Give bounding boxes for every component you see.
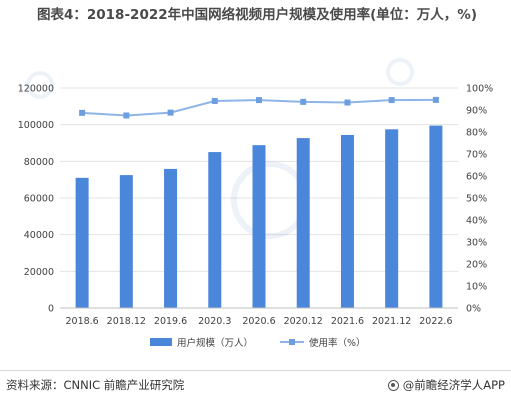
y-axis-right: 0% 10% 20% 30% 40% 50% 60% 70% 80% 90% 100%: [466, 84, 493, 315]
y-right-tick-label: 70%: [466, 150, 487, 161]
brand: @前瞻经济学人APP: [387, 377, 505, 393]
brand-text: @前瞻经济学人APP: [402, 378, 505, 392]
watermark-logo-icon: [26, 71, 54, 99]
y-left-tick-label: 60000: [24, 194, 54, 205]
x-tick-label: 2019.6: [154, 316, 187, 327]
y-right-tick-label: 80%: [466, 128, 487, 139]
source-text: 资料来源：CNNIC 前瞻产业研究院: [6, 378, 185, 392]
brand-logo-icon: [387, 379, 399, 391]
y-axis-left: 0 20000 40000 60000 80000 100000 120000: [18, 84, 54, 315]
line-point: [167, 109, 174, 116]
y-right-tick-label: 40%: [466, 216, 487, 227]
divider: [0, 370, 511, 371]
watermark-logo-icon: [386, 58, 414, 86]
bar: [429, 125, 443, 308]
y-right-tick-label: 10%: [466, 282, 487, 293]
x-tick-label: 2020.3: [198, 316, 231, 327]
y-left-tick-label: 80000: [24, 157, 54, 168]
legend-line-marker: [289, 339, 295, 345]
y-right-tick-label: 30%: [466, 238, 487, 249]
legend-bar-swatch: [150, 338, 172, 346]
line-point: [432, 96, 439, 103]
bar: [385, 129, 399, 308]
x-tick-label: 2021.12: [372, 316, 411, 327]
line-point: [388, 97, 395, 104]
line-point: [79, 109, 86, 116]
line-point: [344, 99, 351, 106]
y-left-tick-label: 0: [48, 304, 54, 315]
y-right-tick-label: 20%: [466, 260, 487, 271]
watermark-logo-icon: [231, 161, 309, 239]
bar: [75, 177, 89, 308]
line-point: [211, 97, 218, 104]
x-axis: 2018.6 2018.12 2019.6 2020.3 2020.6 2020.12 20…: [60, 307, 458, 327]
bar: [340, 134, 354, 308]
y-left-tick-label: 20000: [24, 267, 54, 278]
line-point: [300, 98, 307, 105]
bar: [164, 168, 178, 308]
line-point: [256, 97, 262, 104]
x-tick-label: 2020.6: [242, 316, 275, 327]
line-point: [123, 112, 130, 119]
x-tick-label: 2018.12: [107, 316, 146, 327]
legend: 用户规模（万人） 使用率（%）: [150, 337, 366, 349]
legend-line-label: 使用率（%）: [309, 337, 366, 349]
y-right-tick-label: 90%: [466, 106, 487, 117]
bar: [119, 175, 133, 308]
bar: [296, 138, 310, 308]
legend-bar-label: 用户规模（万人）: [177, 337, 253, 349]
x-tick-label: 2022.6: [419, 316, 452, 327]
bar-series: [75, 125, 443, 308]
y-left-tick-label: 120000: [18, 84, 54, 95]
x-tick-label: 2018.6: [65, 316, 98, 327]
y-right-tick-label: 60%: [466, 172, 487, 183]
x-tick-label: 2021.6: [331, 316, 364, 327]
x-tick-label: 2020.12: [284, 316, 323, 327]
y-right-tick-label: 0%: [466, 304, 481, 315]
chart-title: 图表4：2018-2022年中国网络视频用户规模及使用率(单位：万人，%): [36, 7, 477, 23]
y-right-tick-label: 50%: [466, 194, 487, 205]
bar: [252, 145, 266, 308]
y-left-tick-label: 100000: [18, 120, 54, 131]
chart: 0 20000 40000 60000 80000 100000 120000 0% 10% 2…: [18, 58, 493, 349]
line-series: [79, 96, 439, 119]
y-right-tick-label: 100%: [466, 84, 493, 95]
bar: [208, 152, 222, 308]
y-left-tick-label: 40000: [24, 230, 54, 241]
